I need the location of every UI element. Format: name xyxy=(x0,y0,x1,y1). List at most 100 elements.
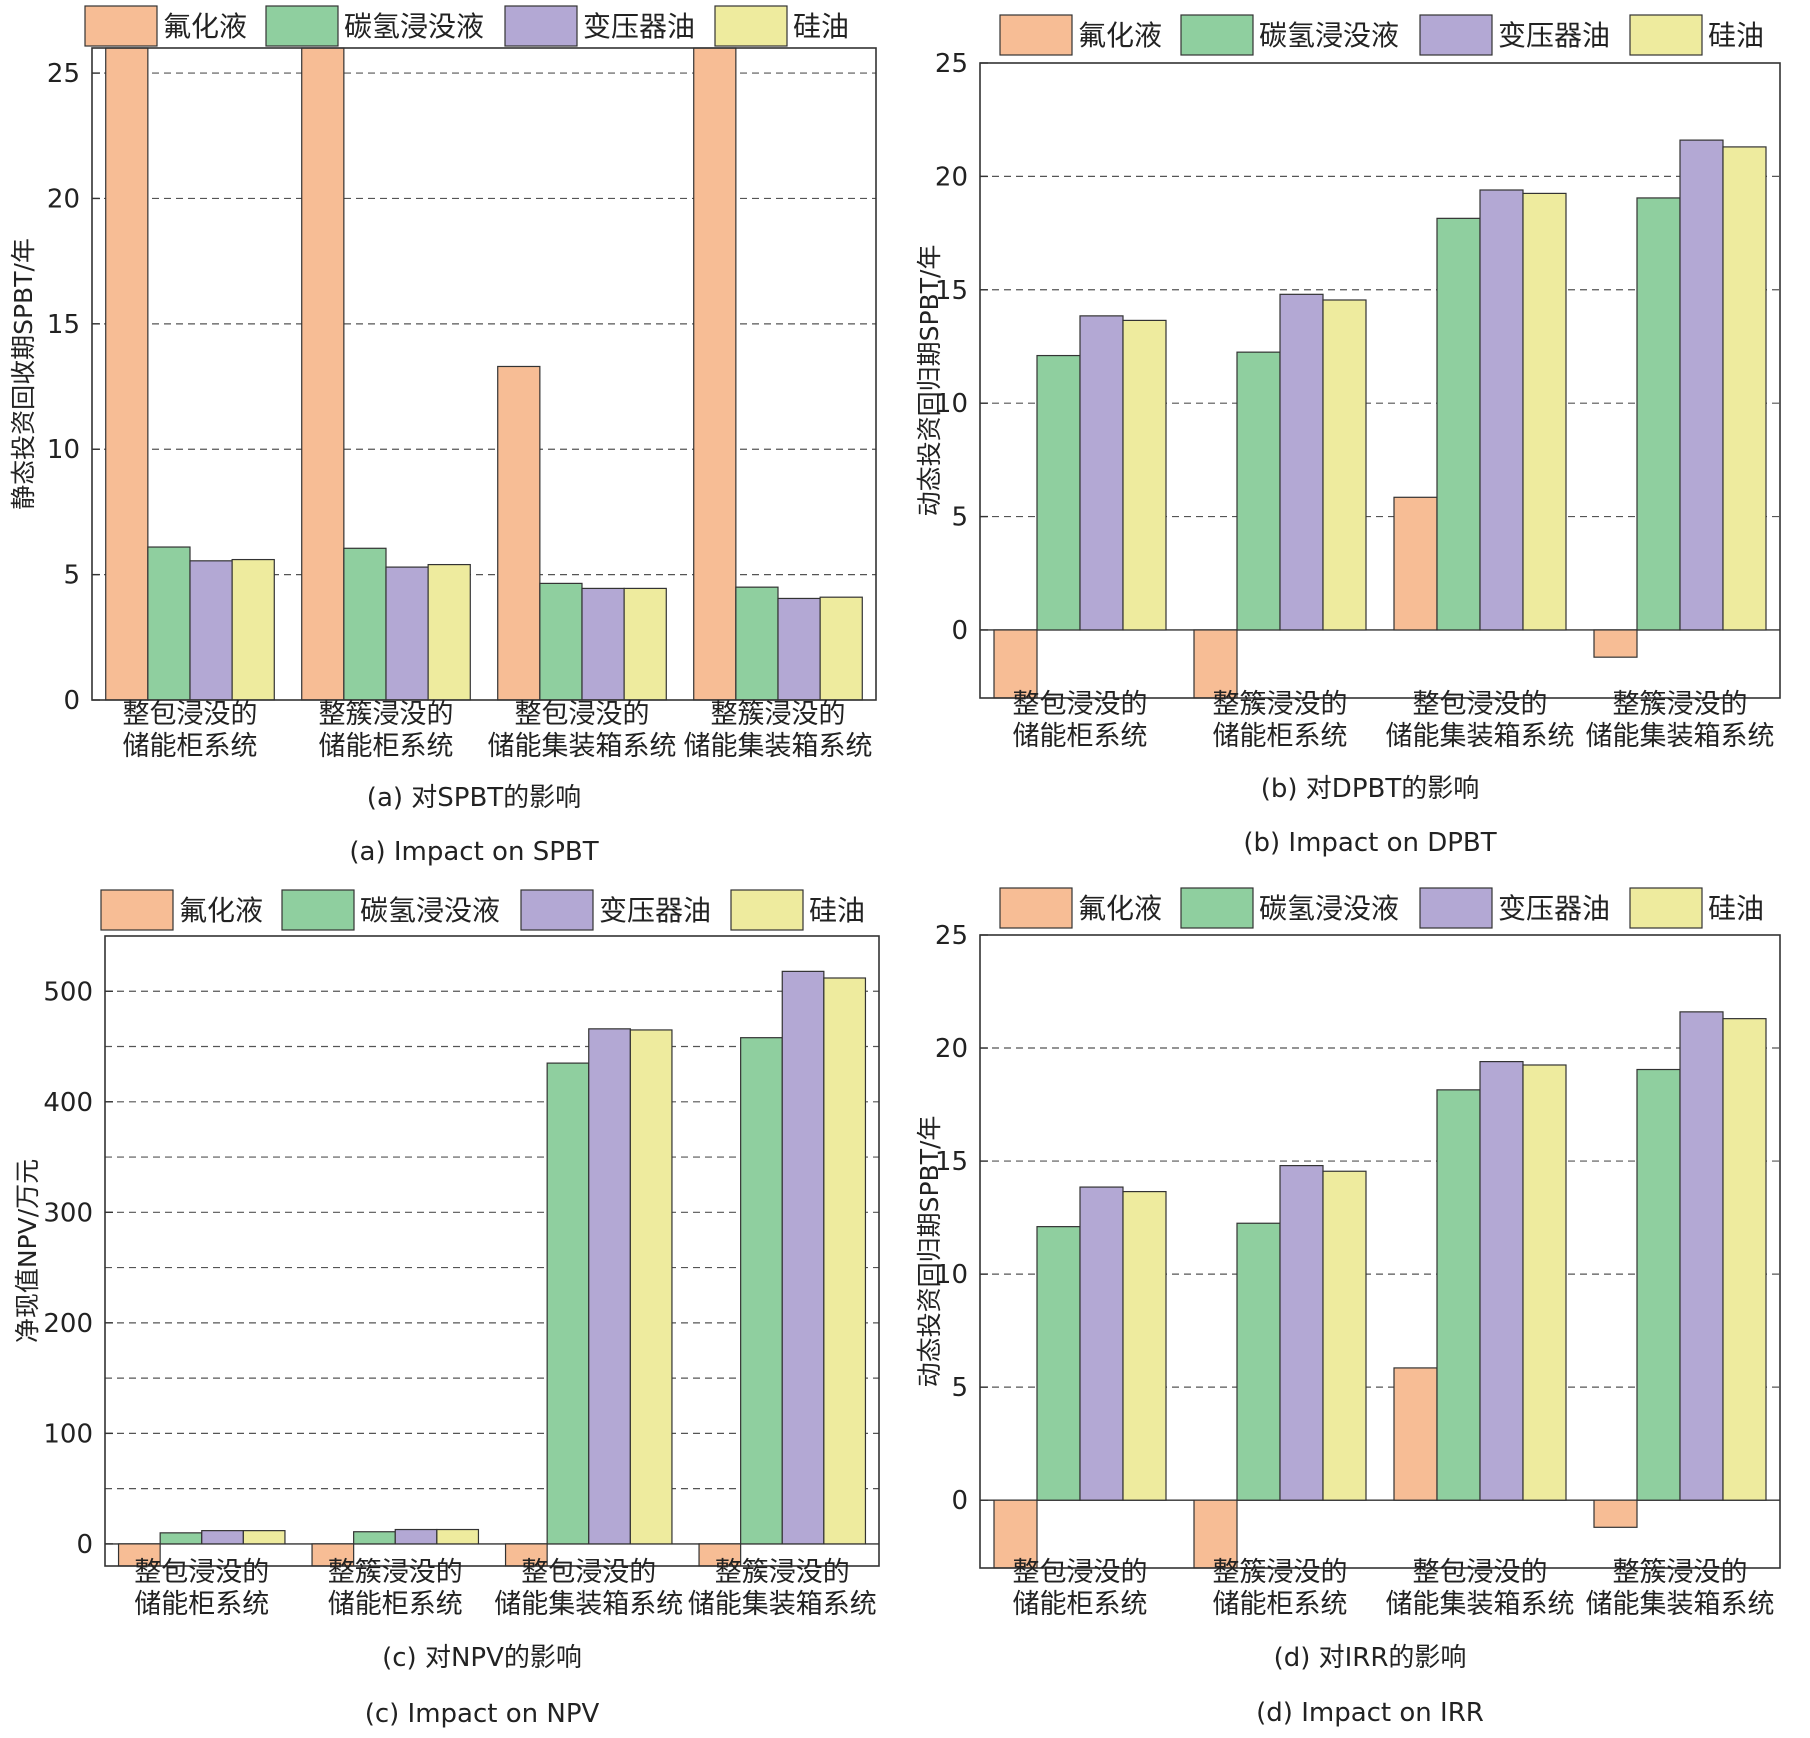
chart-panel-d: 0510152025整包浸没的储能柜系统整簇浸没的储能柜系统整包浸没的储能集装箱… xyxy=(915,887,1781,1728)
bar-a-1-2 xyxy=(301,47,345,701)
bar-c-2-4 xyxy=(740,1037,783,1545)
category-label: 储能柜系统 xyxy=(328,1589,463,1620)
bar-d-4-1 xyxy=(1122,1190,1167,1501)
legend-label: 碳氢浸没液 xyxy=(360,894,500,927)
category-label: 储能集装箱系统 xyxy=(1386,721,1575,752)
legend-label: 硅油 xyxy=(1708,892,1764,925)
category-label: 整簇浸没的 xyxy=(319,699,454,730)
bar-b-3-3 xyxy=(1479,189,1524,631)
bar-a-1-3 xyxy=(497,365,541,701)
bar-a-2-4 xyxy=(735,586,779,701)
legend-swatch xyxy=(504,5,578,47)
legend-swatch xyxy=(730,889,804,931)
y-tick-label: 25 xyxy=(935,49,968,79)
bar-a-3-1 xyxy=(189,560,233,701)
legend-label: 氟化液 xyxy=(1078,19,1162,52)
bar-c-2-2 xyxy=(353,1531,396,1545)
bar-b-1-2 xyxy=(1193,629,1238,699)
bar-c-3-3 xyxy=(588,1028,631,1545)
legend-swatch xyxy=(1419,887,1493,929)
y-tick-label: 20 xyxy=(935,1034,968,1064)
category-label: 储能柜系统 xyxy=(1213,1589,1348,1620)
legend-swatch xyxy=(265,5,339,47)
category-label: 储能集装箱系统 xyxy=(684,731,873,762)
axis-frame xyxy=(91,47,877,701)
legend-swatch xyxy=(100,889,174,931)
bar-c-4-1 xyxy=(242,1530,286,1545)
y-tick-label: 5 xyxy=(951,503,968,533)
y-tick-label: 400 xyxy=(43,1088,93,1118)
bar-b-4-4 xyxy=(1722,146,1767,631)
y-tick-label: 25 xyxy=(47,59,80,89)
legend-label: 硅油 xyxy=(1708,19,1764,52)
bar-b-1-1 xyxy=(993,629,1038,699)
bar-c-4-4 xyxy=(823,977,867,1545)
bar-d-2-3 xyxy=(1436,1089,1481,1501)
bar-b-2-2 xyxy=(1236,351,1281,631)
legend-swatch xyxy=(1180,887,1254,929)
caption-cn: (d) 对IRR的影响 xyxy=(1274,1643,1467,1673)
category-label: 储能集装箱系统 xyxy=(488,731,677,762)
category-label: 储能集装箱系统 xyxy=(1386,1589,1575,1620)
legend-label: 硅油 xyxy=(793,10,849,43)
bar-b-3-4 xyxy=(1679,139,1724,631)
legend-label: 氟化液 xyxy=(179,894,263,927)
bar-d-2-1 xyxy=(1036,1226,1081,1501)
legend-label: 碳氢浸没液 xyxy=(1259,19,1399,52)
caption-en: (c) Impact on NPV xyxy=(365,1699,600,1729)
bar-b-4-1 xyxy=(1122,319,1167,631)
legend-swatch xyxy=(520,889,594,931)
y-tick-label: 5 xyxy=(63,561,80,591)
legend-label: 氟化液 xyxy=(163,10,247,43)
bar-c-4-3 xyxy=(629,1029,673,1545)
axis-frame xyxy=(979,62,1781,699)
legend-label: 氟化液 xyxy=(1078,892,1162,925)
category-label: 整包浸没的 xyxy=(521,1557,656,1588)
bar-c-3-1 xyxy=(201,1530,244,1545)
category-label: 整包浸没的 xyxy=(1413,1557,1548,1588)
y-tick-label: 0 xyxy=(951,1486,968,1516)
category-label: 整簇浸没的 xyxy=(328,1557,463,1588)
bar-a-4-2 xyxy=(427,563,471,701)
axis-frame xyxy=(104,935,880,1567)
bar-b-1-4 xyxy=(1593,629,1638,658)
bar-c-4-2 xyxy=(436,1528,480,1545)
y-tick-label: 20 xyxy=(47,184,80,214)
bar-d-3-2 xyxy=(1279,1164,1324,1501)
bar-b-2-4 xyxy=(1636,197,1681,631)
bar-d-1-3 xyxy=(1393,1367,1438,1501)
y-tick-label: 20 xyxy=(935,162,968,192)
legend-label: 变压器油 xyxy=(583,10,695,43)
legend-label: 变压器油 xyxy=(1498,19,1610,52)
bar-b-4-3 xyxy=(1522,192,1567,631)
bar-b-2-1 xyxy=(1036,354,1081,631)
y-tick-label: 100 xyxy=(43,1419,93,1449)
category-label: 整簇浸没的 xyxy=(1613,689,1748,720)
bar-b-2-3 xyxy=(1436,217,1481,631)
y-tick-label: 15 xyxy=(935,276,968,306)
legend-label: 变压器油 xyxy=(1498,892,1610,925)
bar-a-3-3 xyxy=(581,587,625,701)
bar-d-3-1 xyxy=(1079,1186,1124,1501)
y-axis-title: 静态投资回收期SPBT/年 xyxy=(9,238,38,510)
bar-b-3-1 xyxy=(1079,315,1124,631)
y-axis-title: 动态投资回归期SPBT/年 xyxy=(915,1116,944,1388)
bar-d-2-2 xyxy=(1236,1222,1281,1501)
axis-frame xyxy=(979,934,1781,1569)
bar-c-2-3 xyxy=(546,1062,590,1545)
y-tick-label: 10 xyxy=(935,1260,968,1290)
category-label: 储能柜系统 xyxy=(123,731,258,762)
bar-a-4-4 xyxy=(819,596,863,701)
y-axis-title: 动态投资回归期SPBT/年 xyxy=(915,245,944,517)
category-label: 整包浸没的 xyxy=(1013,689,1148,720)
bar-d-1-2 xyxy=(1193,1499,1238,1569)
category-label: 整包浸没的 xyxy=(134,1557,269,1588)
category-label: 整包浸没的 xyxy=(1413,689,1548,720)
y-tick-label: 300 xyxy=(43,1198,93,1228)
legend-swatch xyxy=(999,887,1073,929)
chart-panel-c: 0100200300400500整包浸没的储能柜系统整簇浸没的储能柜系统整包浸没… xyxy=(13,889,880,1729)
y-axis-title: 净现值NPV/万元 xyxy=(13,1159,42,1343)
bar-a-4-1 xyxy=(231,558,275,701)
bar-d-4-3 xyxy=(1522,1064,1567,1501)
category-label: 储能集装箱系统 xyxy=(1586,721,1775,752)
